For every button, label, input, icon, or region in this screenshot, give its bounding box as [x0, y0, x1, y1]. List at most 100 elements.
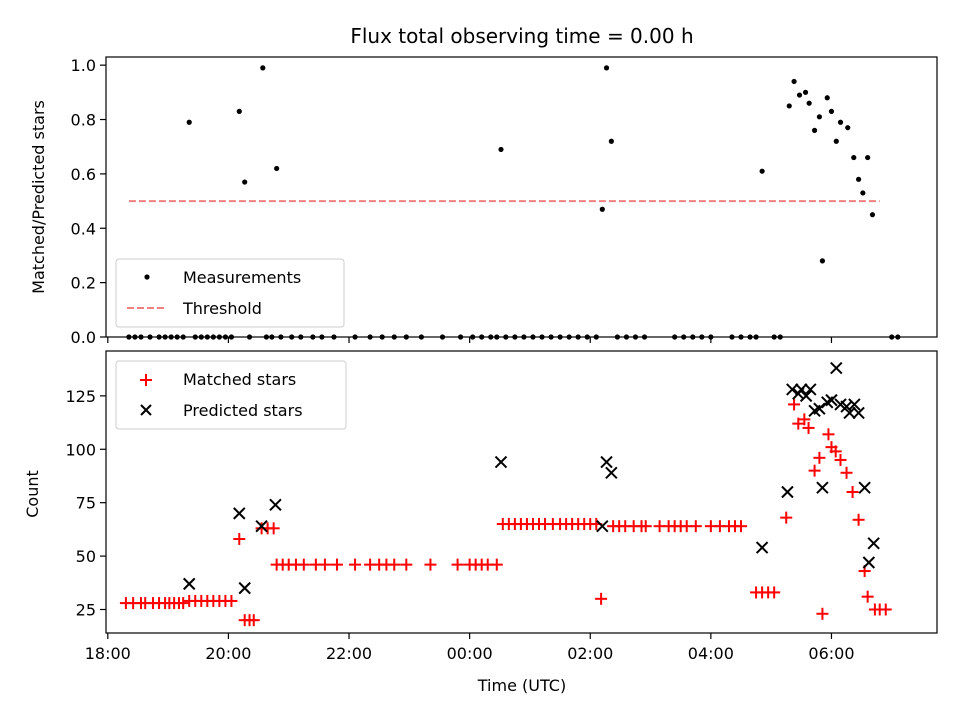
bottom-legend: Matched stars Predicted stars	[115, 360, 347, 430]
measurement-point	[242, 179, 248, 185]
matched-point	[822, 428, 835, 441]
top-legend-box	[115, 258, 345, 328]
bottom-xtick-label: 18:00	[85, 644, 131, 663]
predicted-point	[781, 485, 794, 499]
matched-point	[318, 558, 331, 571]
bottom-ytick-label: 100	[65, 440, 96, 459]
legend-measurements-label: Measurements	[183, 268, 301, 287]
measurement-point	[796, 92, 803, 98]
predicted-point	[848, 398, 861, 411]
matched-point	[349, 558, 362, 571]
matched-point	[768, 586, 781, 599]
top-panel: 0.0 0.2 0.4 0.6 0.8 1.0 Matched/Predicted sta…	[29, 56, 938, 347]
bottom-axes-frame	[105, 350, 938, 634]
predicted-point	[755, 541, 769, 554]
matched-point	[788, 398, 801, 411]
bottom-ytick-label: 75	[76, 494, 96, 513]
matched-point	[792, 417, 805, 430]
predicted-point	[799, 389, 813, 403]
matched-point	[267, 522, 280, 535]
predicted-point	[867, 537, 880, 550]
matched-point	[639, 520, 652, 533]
measurement-point	[791, 78, 797, 85]
measurement-point	[860, 190, 866, 196]
predicted-point	[852, 406, 865, 420]
measurement-point	[869, 212, 876, 218]
predicted-point	[255, 519, 268, 533]
bottom-panel: 25 50 75 100 125 18:00 20:00 22:00 00:00 02:00 04…	[23, 350, 938, 695]
bottom-y-ticks: 25 50 75 100 125	[65, 387, 106, 620]
bottom-ytick-label: 50	[76, 547, 96, 566]
bottom-xtick-label: 06:00	[808, 644, 854, 663]
legend-threshold-label: Threshold	[182, 299, 262, 318]
matched-point	[840, 466, 853, 479]
matched-point	[780, 511, 793, 524]
predicted-point	[238, 581, 251, 595]
matched-point	[330, 558, 343, 571]
matched-point	[177, 597, 190, 610]
matched-point	[846, 486, 859, 498]
matched-point	[451, 558, 464, 571]
bottom-x-ticks: 18:00 20:00 22:00 00:00 02:00 04:00 06:00	[85, 633, 855, 663]
measurement-point	[837, 119, 844, 125]
bottom-ytick-label: 25	[76, 601, 96, 620]
matched-point	[861, 590, 874, 603]
top-ytick-label: 0.2	[71, 274, 96, 293]
top-ytick-label: 1.0	[71, 56, 96, 75]
matched-point	[829, 445, 842, 458]
measurement-point	[260, 65, 266, 71]
top-x-ticks	[107, 337, 833, 343]
matched-point	[400, 558, 413, 571]
predicted-point	[813, 402, 826, 415]
matched-point	[852, 513, 865, 526]
matched-point	[490, 558, 503, 571]
measurement-point	[824, 95, 830, 101]
matched-point	[689, 520, 702, 533]
bottom-legend-box	[115, 360, 347, 430]
predicted-point	[843, 406, 856, 420]
bottom-xtick-label: 00:00	[447, 644, 493, 663]
top-ytick-label: 0.0	[71, 328, 96, 347]
top-ytick-label: 0.4	[71, 219, 96, 238]
matched-point	[735, 520, 748, 533]
predicted-point	[816, 481, 829, 494]
top-axes-frame	[105, 56, 938, 338]
matched-point	[808, 464, 821, 477]
measurement-point	[856, 176, 862, 182]
measurement-point	[608, 138, 614, 144]
matched-point	[816, 607, 829, 620]
predicted-point	[600, 455, 613, 469]
bottom-xtick-label: 04:00	[688, 644, 734, 663]
matched-point	[813, 451, 826, 464]
figure-title: Flux total observing time = 0.00 h	[350, 24, 693, 48]
measurement-point	[599, 206, 605, 212]
measurement-point	[759, 168, 765, 174]
measurement-point	[828, 108, 835, 114]
bottom-xtick-label: 22:00	[326, 644, 372, 663]
measurement-point	[802, 89, 809, 95]
predicted-point	[233, 507, 246, 520]
matched-point	[802, 421, 815, 434]
predicted-point	[840, 400, 853, 413]
legend-matched-marker	[140, 374, 152, 386]
legend-predicted-marker	[140, 404, 152, 416]
measurement-point	[833, 138, 839, 144]
measurement-point	[816, 114, 823, 120]
measurement-point	[236, 108, 242, 114]
x-axis-label: Time (UTC)	[477, 676, 566, 695]
matched-point	[798, 413, 811, 426]
predicted-point	[830, 361, 843, 375]
bottom-xtick-label: 02:00	[567, 644, 613, 663]
legend-matched-label: Matched stars	[183, 370, 296, 389]
bottom-y-axis-label: Count	[23, 470, 42, 518]
measurement-point	[274, 165, 280, 172]
predicted-point	[596, 519, 609, 533]
bottom-xtick-label: 20:00	[205, 644, 251, 663]
measurement-point	[186, 119, 192, 125]
matched-point	[388, 558, 401, 571]
measurement-point	[851, 154, 857, 161]
predicted-point	[269, 498, 282, 512]
measurement-point	[819, 258, 826, 264]
